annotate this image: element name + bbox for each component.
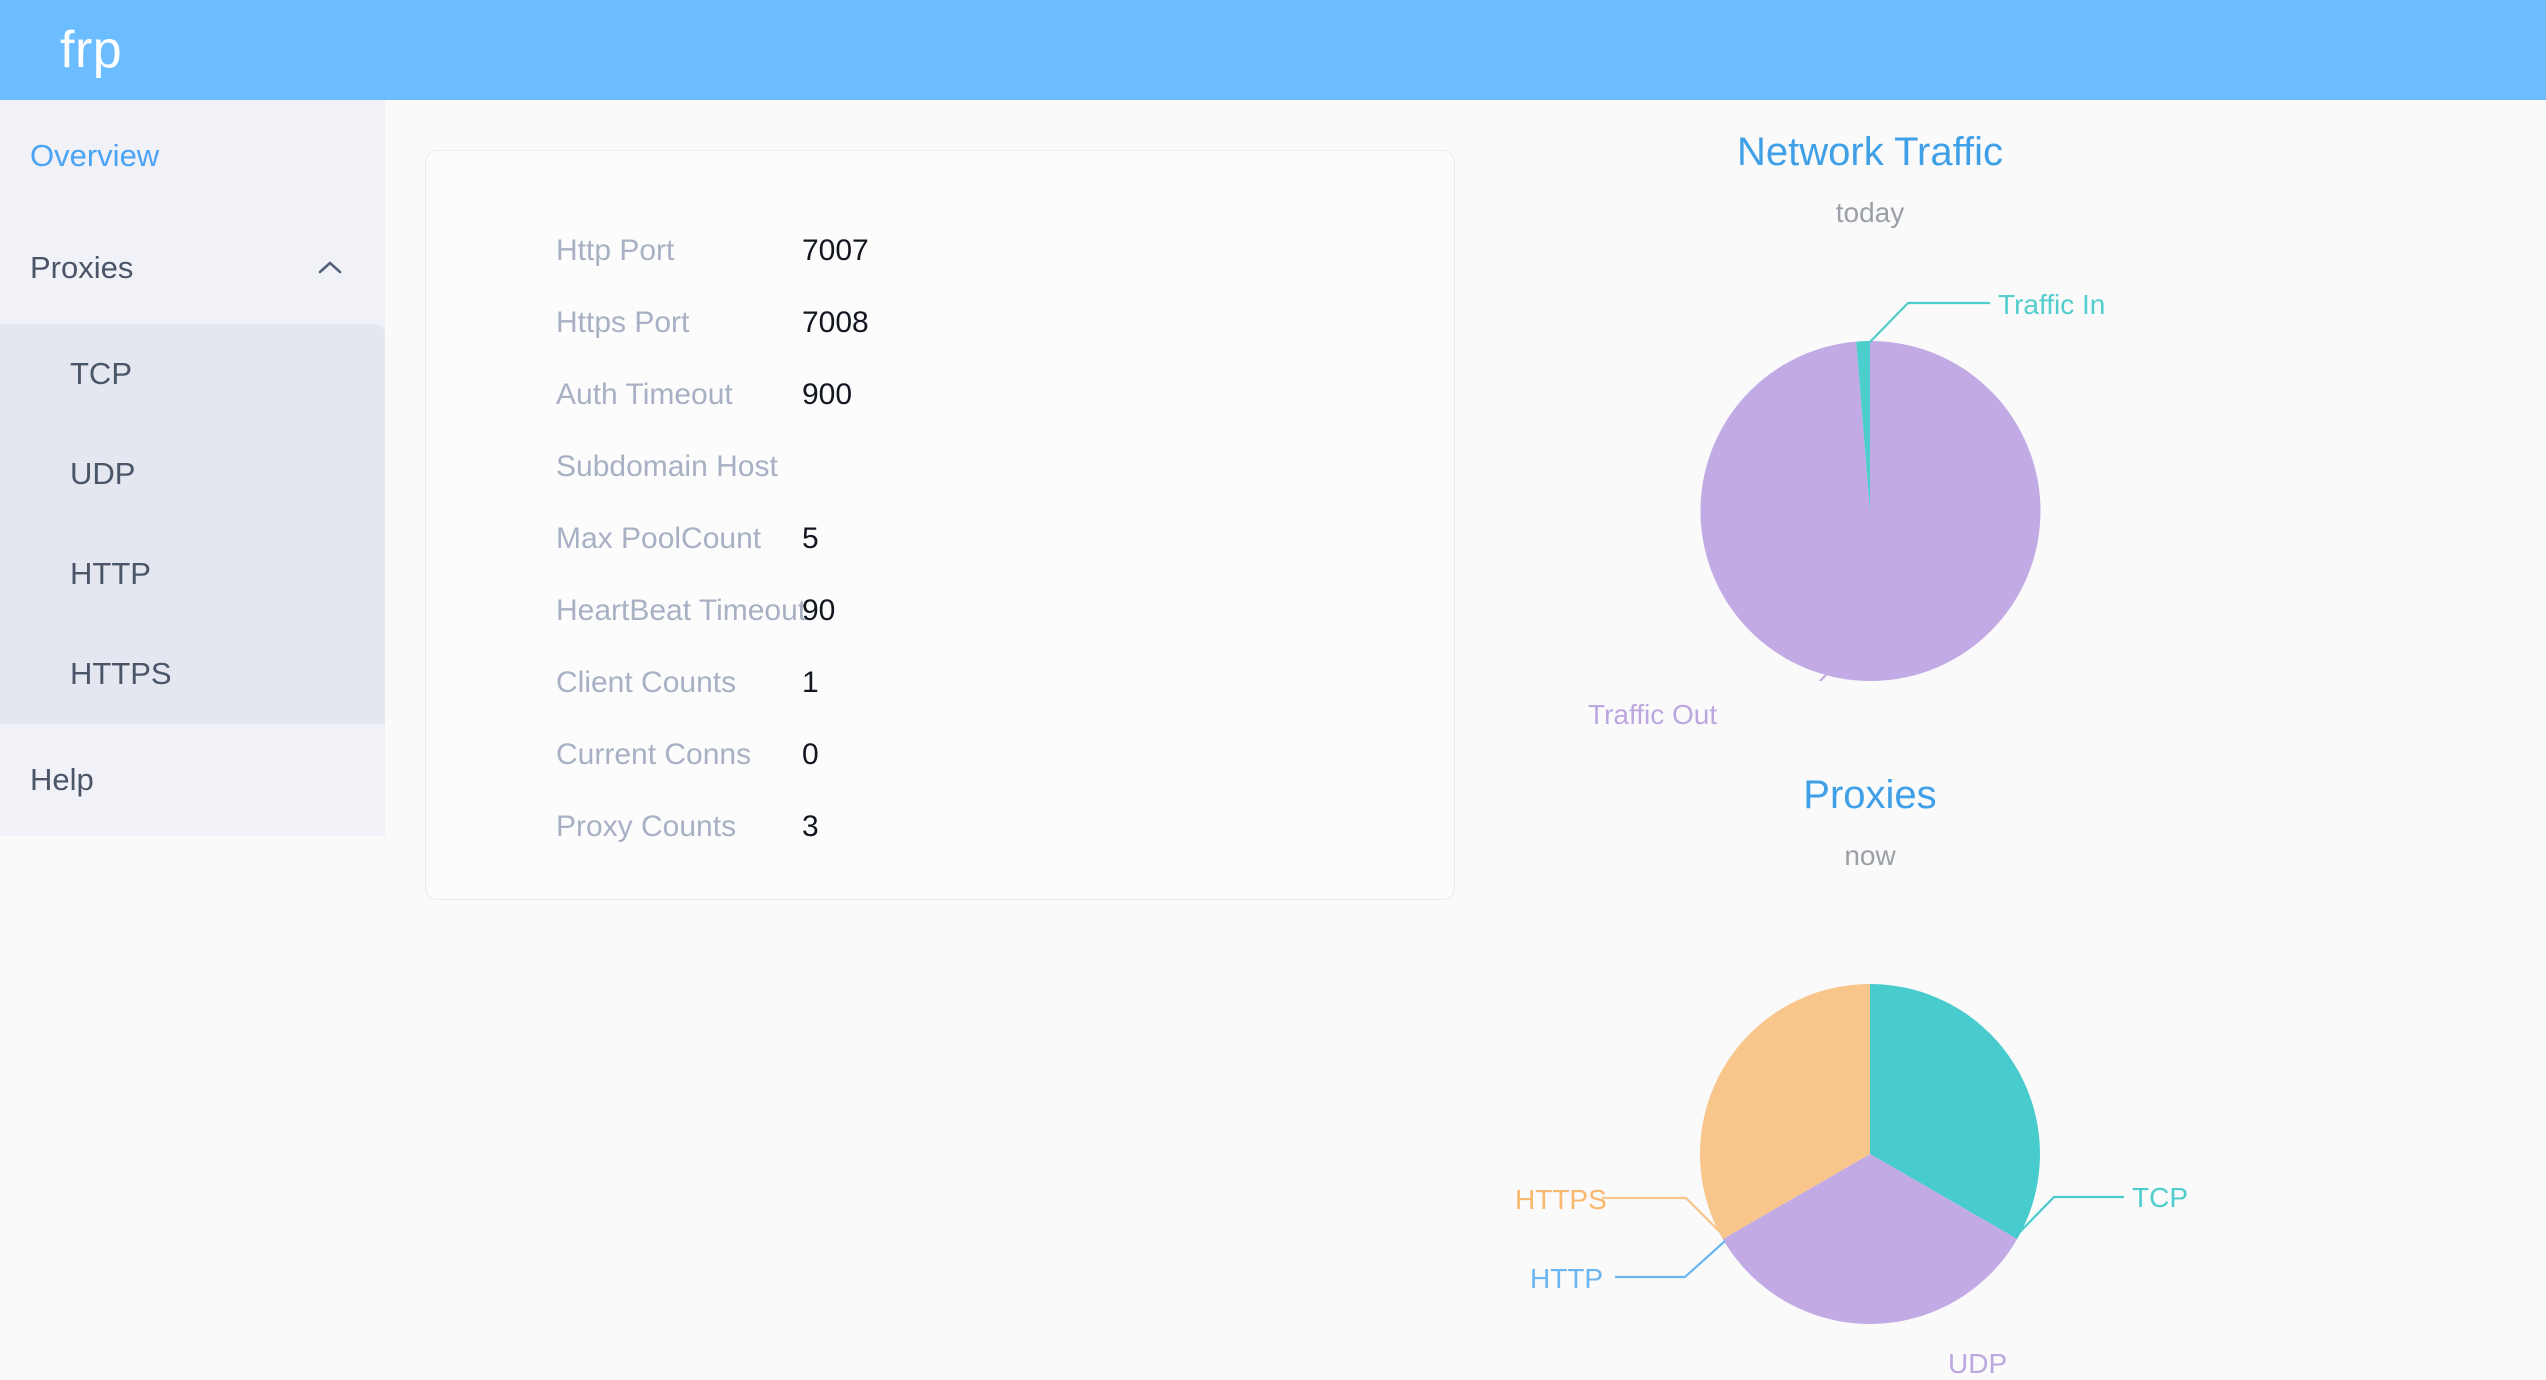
- info-value-current-conns: 0: [802, 738, 819, 771]
- info-row: Max PoolCount 5: [426, 503, 1454, 575]
- callout-line-https: [1602, 1196, 1727, 1239]
- server-info-rows: Http Port 7007 Https Port 7008 Auth Time…: [426, 151, 1454, 863]
- sidebar-item-udp[interactable]: UDP: [0, 424, 385, 524]
- pie-label-udp[interactable]: UDP: [1948, 1348, 2008, 1379]
- info-label-client-counts: Client Counts: [556, 666, 737, 699]
- pie-label-http[interactable]: HTTP: [1530, 1263, 1604, 1294]
- network-traffic-chart: Network Traffic today Traffic In Traffic…: [1588, 130, 2470, 730]
- pie-slice-traffic-out[interactable]: [1700, 340, 2041, 681]
- sidebar-item-label-help: Help: [30, 762, 94, 797]
- info-value-https-port: 7008: [802, 306, 869, 339]
- sidebar-item-https[interactable]: HTTPS: [0, 624, 385, 724]
- pie-slice-traffic-in[interactable]: [1856, 341, 1870, 511]
- sidebar-item-help[interactable]: Help: [0, 724, 385, 836]
- proxies-chart-title: Proxies: [1803, 773, 1937, 817]
- app-logo-title: frp: [60, 21, 123, 79]
- sidebar-submenu-proxies: TCP UDP HTTP HTTPS: [0, 324, 385, 724]
- network-traffic-pie-svg: [1700, 301, 2041, 681]
- info-row: Auth Timeout 900: [426, 359, 1454, 431]
- info-label-auth-timeout: Auth Timeout: [556, 378, 733, 411]
- sidebar-item-label-udp: UDP: [70, 456, 136, 491]
- proxies-chart-subtitle: now: [1844, 840, 1896, 871]
- network-traffic-pie: Traffic In Traffic Out: [1588, 251, 2150, 730]
- server-info-card: Http Port 7007 Https Port 7008 Auth Time…: [425, 150, 1455, 900]
- info-row: Http Port 7007: [426, 215, 1454, 287]
- proxies-pie-svg: [1602, 984, 2124, 1324]
- network-traffic-title: Network Traffic: [1737, 130, 2003, 174]
- sidebar-item-label-http: HTTP: [70, 556, 151, 591]
- sidebar-item-overview[interactable]: Overview: [0, 100, 385, 212]
- callout-line-traffic-in: [1868, 301, 1990, 344]
- pie-label-tcp[interactable]: TCP: [2132, 1182, 2188, 1213]
- pie-slice-https[interactable]: [1700, 984, 1870, 1239]
- pie-label-traffic-out[interactable]: Traffic Out: [1588, 699, 1718, 730]
- callout-line-http: [1615, 1240, 1726, 1279]
- sidebar-group-label-proxies: Proxies: [30, 250, 134, 285]
- app-header: frp: [0, 0, 2546, 100]
- proxies-pie: TCP UDP HTTP HTTPS: [1515, 894, 2188, 1379]
- sidebar-item-http[interactable]: HTTP: [0, 524, 385, 624]
- info-value-client-counts: 1: [802, 666, 819, 699]
- info-row: Subdomain Host: [426, 431, 1454, 503]
- sidebar-item-label-overview: Overview: [30, 138, 160, 173]
- info-row: Client Counts 1: [426, 647, 1454, 719]
- info-row: Current Conns 0: [426, 719, 1454, 791]
- pie-label-traffic-in[interactable]: Traffic In: [1998, 289, 2106, 320]
- info-row: HeartBeat Timeout 90: [426, 575, 1454, 647]
- callout-line-traffic-out: [1818, 672, 1829, 681]
- pie-slice-tcp[interactable]: [1870, 984, 2040, 1239]
- info-label-max-poolcount: Max PoolCount: [556, 522, 762, 555]
- info-value-auth-timeout: 900: [802, 378, 853, 411]
- info-value-max-poolcount: 5: [802, 522, 819, 555]
- sidebar-item-label-tcp: TCP: [70, 356, 132, 391]
- info-label-heartbeat-timeout: HeartBeat Timeout: [556, 594, 807, 627]
- charts-column: Network Traffic today Traffic In Traffic…: [1515, 130, 2470, 1379]
- info-label-https-port: Https Port: [556, 306, 690, 339]
- chevron-up-icon[interactable]: [313, 251, 347, 285]
- info-label-proxy-counts: Proxy Counts: [556, 810, 737, 843]
- callout-line-tcp: [2014, 1195, 2124, 1238]
- network-traffic-subtitle: today: [1835, 197, 1905, 228]
- sidebar-item-label-https: HTTPS: [70, 656, 172, 691]
- proxies-chart: Proxies now TCP UDP HTTP HTTPS: [1515, 773, 2470, 1379]
- info-row: Proxy Counts 3: [426, 791, 1454, 863]
- info-label-subdomain-host: Subdomain Host: [556, 450, 778, 483]
- sidebar-item-tcp[interactable]: TCP: [0, 324, 385, 424]
- info-value-proxy-counts: 3: [802, 810, 819, 843]
- info-label-http-port: Http Port: [556, 234, 675, 267]
- sidebar: Overview Proxies TCP UDP HTTP HTTPS Help: [0, 100, 385, 836]
- info-label-current-conns: Current Conns: [556, 738, 752, 771]
- pie-label-https[interactable]: HTTPS: [1515, 1184, 1607, 1215]
- info-row: Https Port 7008: [426, 287, 1454, 359]
- info-value-heartbeat-timeout: 90: [802, 594, 836, 627]
- sidebar-group-proxies[interactable]: Proxies: [0, 212, 385, 324]
- info-value-http-port: 7007: [802, 234, 869, 267]
